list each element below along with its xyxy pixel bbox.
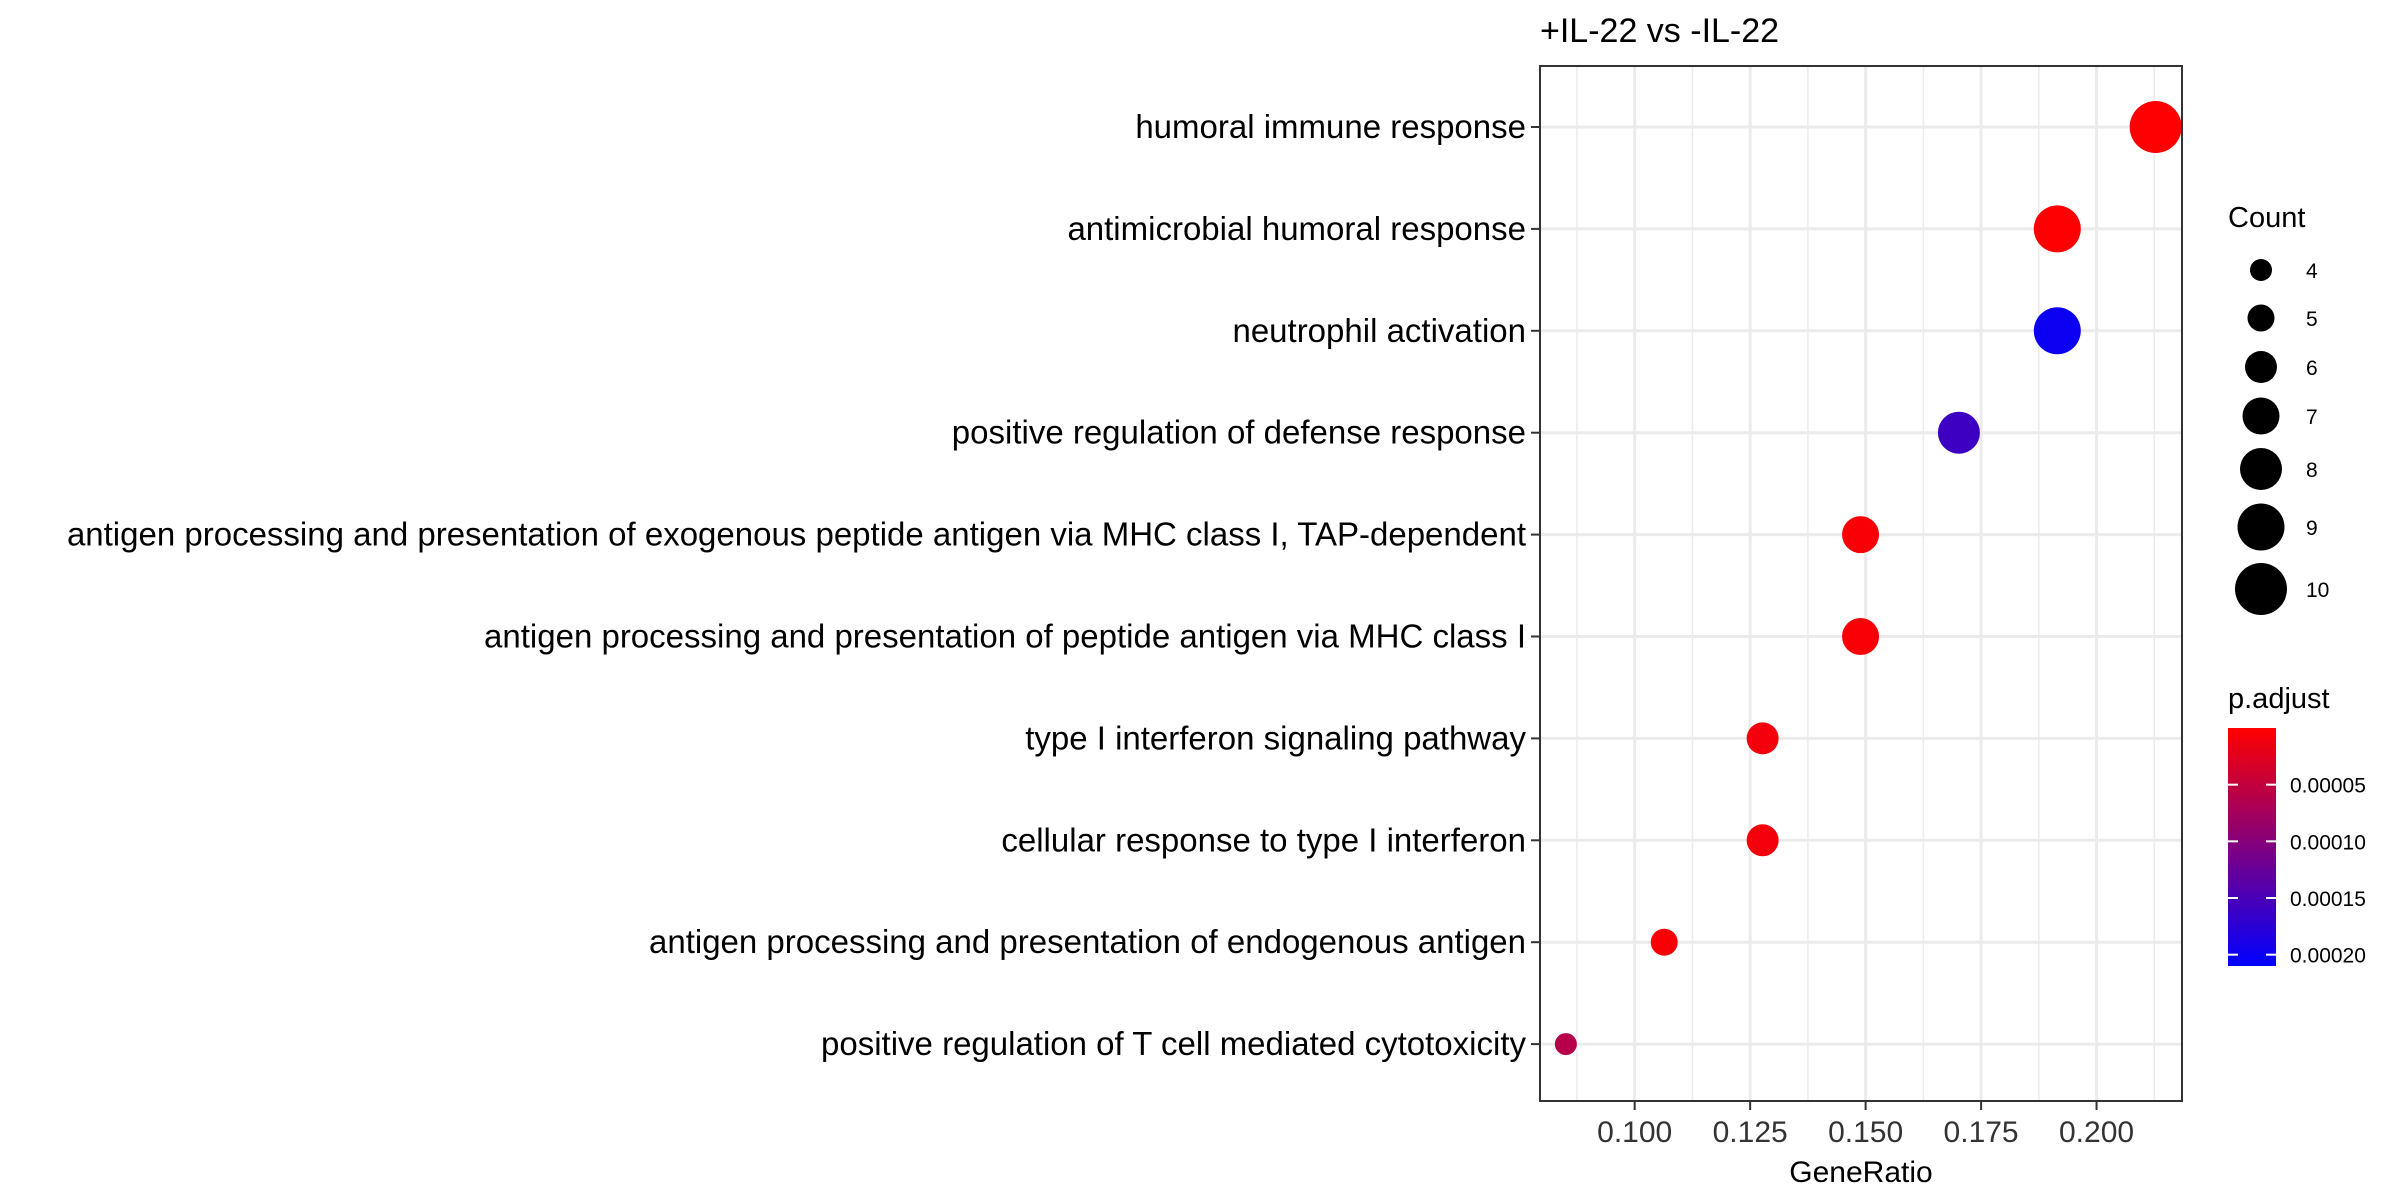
count-legend-label: 10 (2306, 579, 2329, 602)
count-legend-key (2247, 304, 2275, 332)
y-tick-label: positive regulation of defense response (952, 414, 1526, 451)
count-legend-key (2235, 563, 2287, 615)
count-legend-key (2240, 448, 2282, 490)
data-point (1554, 1033, 1577, 1056)
x-tick-label: 0.200 (2059, 1116, 2134, 1149)
count-legend-label: 7 (2306, 406, 2318, 429)
data-point (1746, 722, 1779, 755)
y-tick-label: positive regulation of T cell mediated c… (821, 1025, 1526, 1062)
count-legend-label: 9 (2306, 517, 2318, 540)
count-legend-label: 5 (2306, 308, 2318, 331)
y-tick-label: antigen processing and presentation of e… (67, 516, 1526, 553)
count-legend-key (2237, 503, 2285, 551)
plot-points (1554, 101, 2182, 1056)
p-adjust-legend: p.adjust 0.00005 0.00010 0.00015 0.00020 (2228, 683, 2366, 968)
x-tick-label: 0.150 (1828, 1116, 1903, 1149)
count-legend-title: Count (2228, 202, 2305, 234)
data-point (1937, 411, 1980, 454)
count-legend-key (2242, 397, 2280, 435)
colorbar-label: 0.00005 (2290, 775, 2366, 798)
data-point (1842, 516, 1880, 554)
chart-title: +IL-22 vs -IL-22 (1540, 12, 1779, 50)
data-point (1650, 928, 1678, 956)
y-tick-label: cellular response to type I interferon (1001, 821, 1526, 858)
y-tick-label: antigen processing and presentation of p… (484, 618, 1526, 655)
y-tick-label: neutrophil activation (1232, 312, 1526, 349)
colorbar-label: 0.00010 (2290, 831, 2366, 854)
p-adjust-colorbar (2228, 728, 2276, 966)
colorbar-label: 0.00020 (2290, 945, 2366, 968)
x-tick-label: 0.175 (1944, 1116, 2019, 1149)
count-legend-key (2245, 351, 2277, 383)
count-legend-label: 4 (2306, 260, 2318, 283)
count-legend-key (2250, 259, 2272, 281)
x-axis: 0.100 0.125 0.150 0.175 0.200 (1597, 1101, 2134, 1149)
data-point (1842, 618, 1880, 655)
x-tick-label: 0.125 (1713, 1116, 1788, 1149)
data-point (1746, 824, 1779, 857)
count-legend: Count 4 5 6 7 8 9 10 (2228, 202, 2329, 615)
data-point (2033, 307, 2081, 355)
data-point (2129, 101, 2182, 153)
y-tick-label: type I interferon signaling pathway (1025, 719, 1526, 756)
plot-panel-border (1539, 65, 2183, 1102)
y-tick-label: antimicrobial humoral response (1067, 210, 1526, 247)
colorbar-label: 0.00015 (2290, 888, 2366, 911)
plot-grid (1540, 66, 2182, 1101)
y-tick-label: humoral immune response (1135, 108, 1526, 145)
y-axis: humoral immune response antimicrobial hum… (67, 108, 1540, 1062)
y-tick-label: antigen processing and presentation of e… (649, 923, 1526, 960)
count-legend-label: 6 (2306, 357, 2318, 380)
x-axis-title: GeneRatio (1789, 1156, 1932, 1189)
x-tick-label: 0.100 (1597, 1116, 1672, 1149)
data-point (2033, 205, 2081, 253)
count-legend-label: 8 (2306, 459, 2318, 482)
p-adjust-legend-title: p.adjust (2228, 683, 2330, 715)
